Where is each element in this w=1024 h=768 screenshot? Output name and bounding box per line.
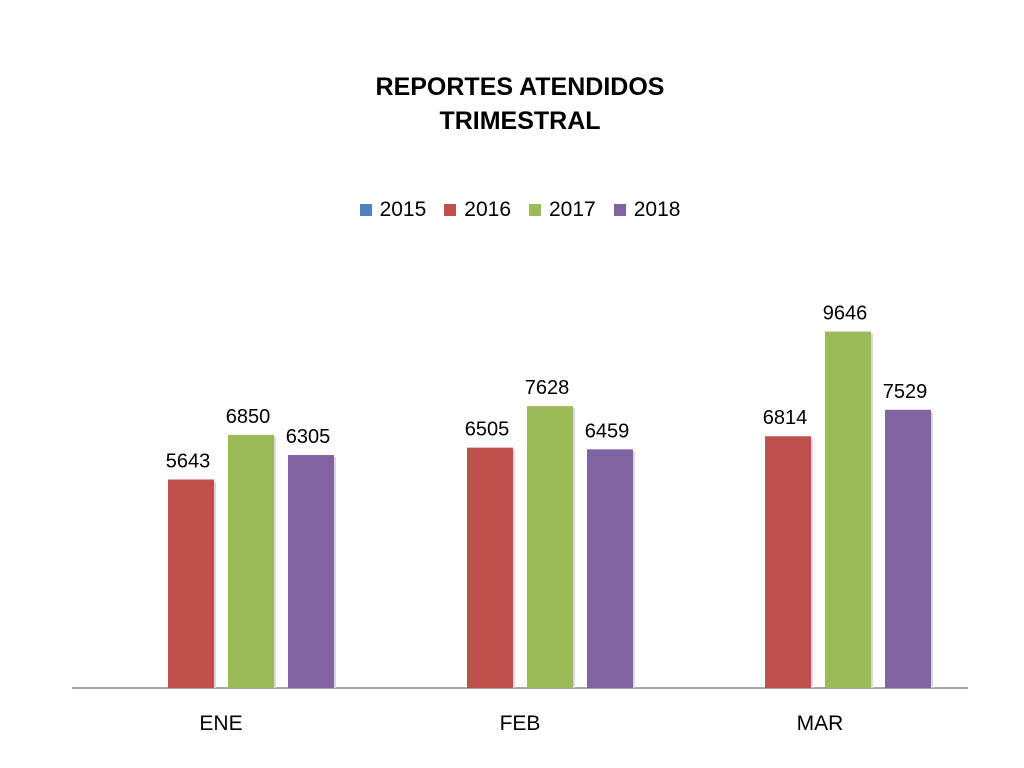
data-label-2018-mar: 7529 xyxy=(883,381,928,403)
bar-2016-mar xyxy=(765,436,811,688)
legend-label-2015: 2015 xyxy=(379,198,427,221)
legend-label-2017: 2017 xyxy=(549,198,596,221)
data-label-2017-feb: 7628 xyxy=(525,377,570,399)
chart-title-line-1: REPORTES ATENDIDOS xyxy=(375,73,665,101)
bars-group xyxy=(168,331,933,688)
bar-2018-ene xyxy=(288,455,334,688)
bar-2018-feb xyxy=(587,449,633,688)
x-tick-label-ene: ENE xyxy=(199,712,242,735)
legend-swatch-2018 xyxy=(613,204,626,216)
data-labels-group: 5643 6850 6305 6505 7628 6459 6814 9646 7529 xyxy=(166,303,928,473)
bar-2017-ene xyxy=(228,434,274,688)
data-label-2016-feb: 6505 xyxy=(465,419,510,441)
data-label-2017-ene: 6850 xyxy=(226,406,271,428)
bar-2016-feb xyxy=(467,447,513,688)
legend: 2015 2016 2017 2018 xyxy=(0,198,1024,222)
legend-item-2016: 2016 xyxy=(444,198,511,222)
legend-item-2015: 2015 xyxy=(359,198,427,222)
legend-item-2017: 2017 xyxy=(529,198,596,222)
bar-2016-ene xyxy=(168,479,214,688)
legend-swatch-2016 xyxy=(444,204,457,216)
x-tick-label-mar: MAR xyxy=(797,712,844,735)
bar-2017-mar xyxy=(825,331,871,688)
legend-item-2018: 2018 xyxy=(613,198,681,222)
legend-swatch-2017 xyxy=(529,204,541,216)
x-tick-labels-group: ENE FEB MAR xyxy=(199,712,843,735)
x-tick-label-feb: FEB xyxy=(500,712,541,735)
chart-title-line-2: TRIMESTRAL xyxy=(439,107,601,135)
data-label-2017-mar: 9646 xyxy=(823,303,868,325)
data-label-2018-feb: 6459 xyxy=(585,420,630,442)
legend-label-2018: 2018 xyxy=(633,198,681,221)
legend-swatch-2015 xyxy=(359,204,372,216)
bar-2018-mar xyxy=(885,409,931,688)
data-label-2016-mar: 6814 xyxy=(763,407,808,429)
data-label-2018-ene: 6305 xyxy=(286,426,331,448)
bar-2017-feb xyxy=(527,406,573,688)
data-label-2016-ene: 5643 xyxy=(166,450,211,472)
legend-label-2016: 2016 xyxy=(464,198,511,221)
chart-title: REPORTES ATENDIDOS TRIMESTRAL xyxy=(0,70,1024,138)
